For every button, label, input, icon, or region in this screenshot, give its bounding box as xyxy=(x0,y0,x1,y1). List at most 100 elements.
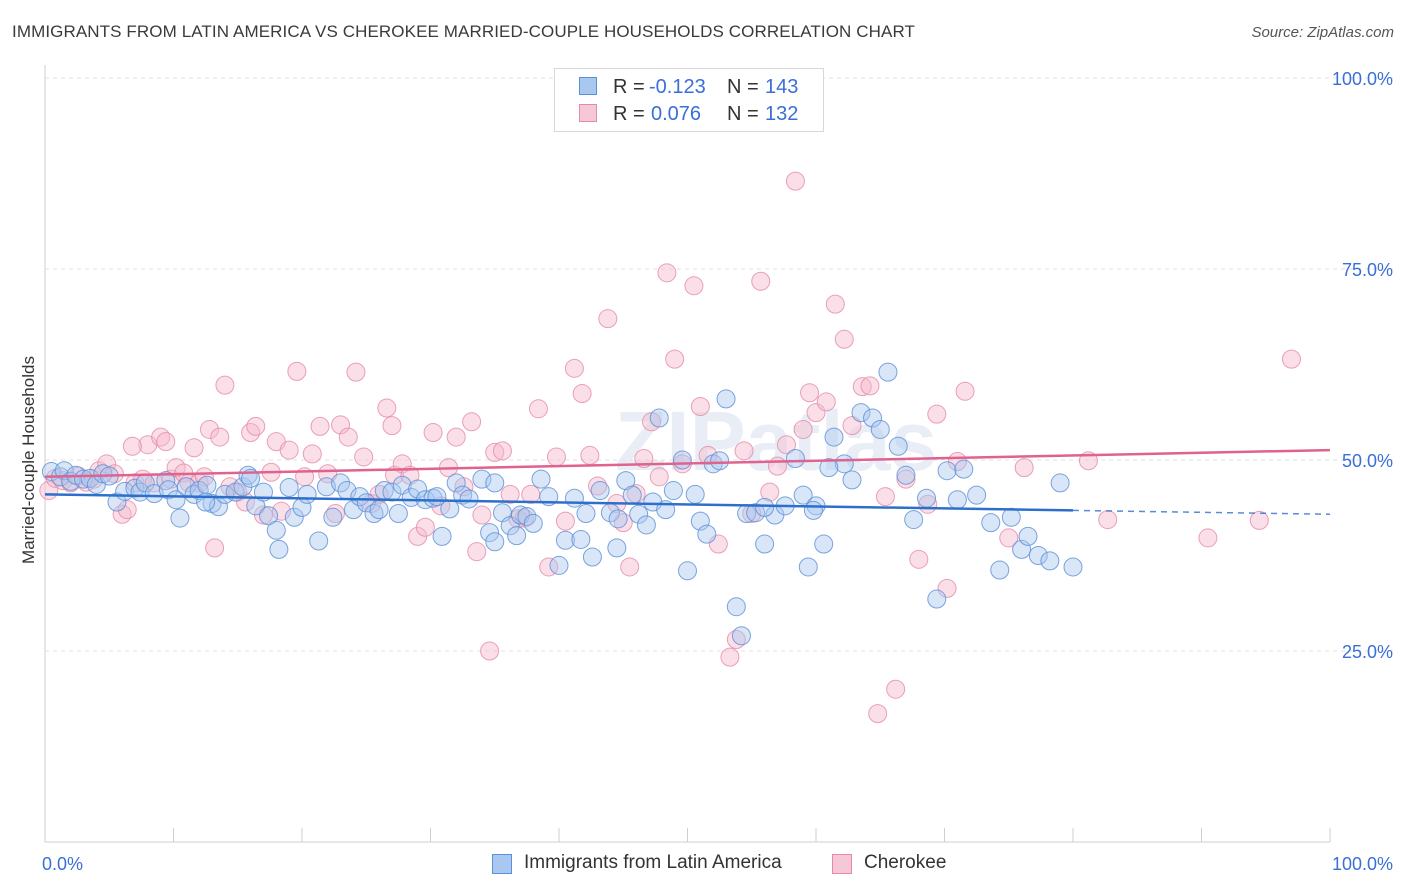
data-point xyxy=(580,445,600,465)
data-point xyxy=(432,526,452,546)
data-point xyxy=(467,542,487,562)
data-point xyxy=(598,309,618,329)
data-point xyxy=(697,524,717,544)
data-point xyxy=(798,557,818,577)
data-point xyxy=(751,271,771,291)
data-point xyxy=(144,484,164,504)
data-point xyxy=(122,436,142,456)
data-point xyxy=(634,448,654,468)
bottom-legend-cherokee: Cherokee xyxy=(864,852,947,873)
watermark: ZIPatlas xyxy=(615,394,937,488)
data-point xyxy=(622,485,642,505)
trend-lines xyxy=(44,448,1331,515)
data-point xyxy=(472,469,492,489)
data-point xyxy=(555,530,575,550)
data-point xyxy=(564,488,584,508)
data-point xyxy=(382,482,402,502)
data-point xyxy=(842,470,862,490)
data-point xyxy=(446,427,466,447)
y-tick-label: 25.0% xyxy=(1342,642,1393,662)
data-point xyxy=(446,473,466,493)
data-point xyxy=(485,532,505,552)
data-point xyxy=(629,504,649,524)
data-point xyxy=(1281,349,1301,369)
data-point xyxy=(555,511,575,531)
data-point xyxy=(423,422,443,442)
data-point xyxy=(678,561,697,581)
data-point xyxy=(297,484,317,504)
data-point xyxy=(649,467,669,487)
data-point xyxy=(814,534,834,554)
data-point xyxy=(485,473,505,493)
data-point xyxy=(199,419,219,439)
data-point xyxy=(734,441,754,461)
data-point xyxy=(269,539,289,559)
data-point xyxy=(726,630,746,650)
data-point xyxy=(720,647,740,667)
data-point xyxy=(156,471,176,491)
data-point xyxy=(310,416,330,436)
data-point xyxy=(104,464,124,484)
series-cherokee-points xyxy=(39,171,1301,724)
data-point xyxy=(331,415,351,435)
data-point xyxy=(990,560,1010,580)
legend-n-label: N = xyxy=(727,76,759,98)
data-point xyxy=(388,503,408,523)
data-point xyxy=(492,441,512,461)
data-point xyxy=(927,589,947,609)
data-point xyxy=(1063,557,1083,577)
data-point xyxy=(824,427,844,447)
data-point xyxy=(531,469,551,489)
data-point xyxy=(860,376,880,396)
legend-n-value: 143 xyxy=(765,76,799,98)
data-point xyxy=(954,459,974,479)
x-tick-label: 0.0% xyxy=(42,854,83,874)
data-point xyxy=(690,397,710,417)
data-point xyxy=(309,531,329,551)
data-point xyxy=(408,479,428,499)
data-point xyxy=(279,440,299,460)
data-point xyxy=(485,442,505,462)
data-point xyxy=(803,500,823,520)
data-point xyxy=(382,416,402,436)
data-point xyxy=(806,403,826,423)
data-point xyxy=(999,528,1019,548)
data-point xyxy=(184,438,204,458)
legend-n-value: 132 xyxy=(765,103,799,125)
trend-line-cherokee xyxy=(44,448,1331,479)
data-point xyxy=(549,555,569,575)
data-point xyxy=(284,507,304,527)
data-point xyxy=(981,513,1001,533)
data-point xyxy=(97,454,117,474)
data-point xyxy=(785,448,805,468)
bottom-legend-swatch-pink xyxy=(832,854,852,874)
data-point xyxy=(590,481,610,501)
data-point xyxy=(576,503,596,523)
data-point xyxy=(685,484,705,504)
data-point xyxy=(755,497,775,517)
data-point xyxy=(878,362,898,382)
data-point xyxy=(266,520,286,540)
data-point xyxy=(1249,510,1269,530)
data-point xyxy=(852,377,872,397)
data-point xyxy=(851,403,871,423)
data-point xyxy=(377,398,397,418)
data-point xyxy=(571,529,591,549)
data-point xyxy=(819,458,839,478)
data-point xyxy=(672,450,692,470)
data-point xyxy=(364,503,384,523)
legend-swatch-blue xyxy=(579,77,597,95)
bottom-legend-latin-america: Immigrants from Latin America xyxy=(524,852,782,873)
data-point xyxy=(875,487,895,507)
data-point xyxy=(636,515,656,535)
data-point xyxy=(233,477,253,497)
tick-labels: 25.0% 50.0% 75.0% 100.0% 0.0% 100.0% Married-c… xyxy=(19,69,1393,874)
data-point xyxy=(427,487,447,507)
data-point xyxy=(620,557,640,577)
legend-r-value: 0.076 xyxy=(651,103,702,125)
data-point xyxy=(937,578,957,598)
data-point xyxy=(238,465,258,485)
data-point xyxy=(613,513,633,533)
data-point xyxy=(74,469,94,489)
